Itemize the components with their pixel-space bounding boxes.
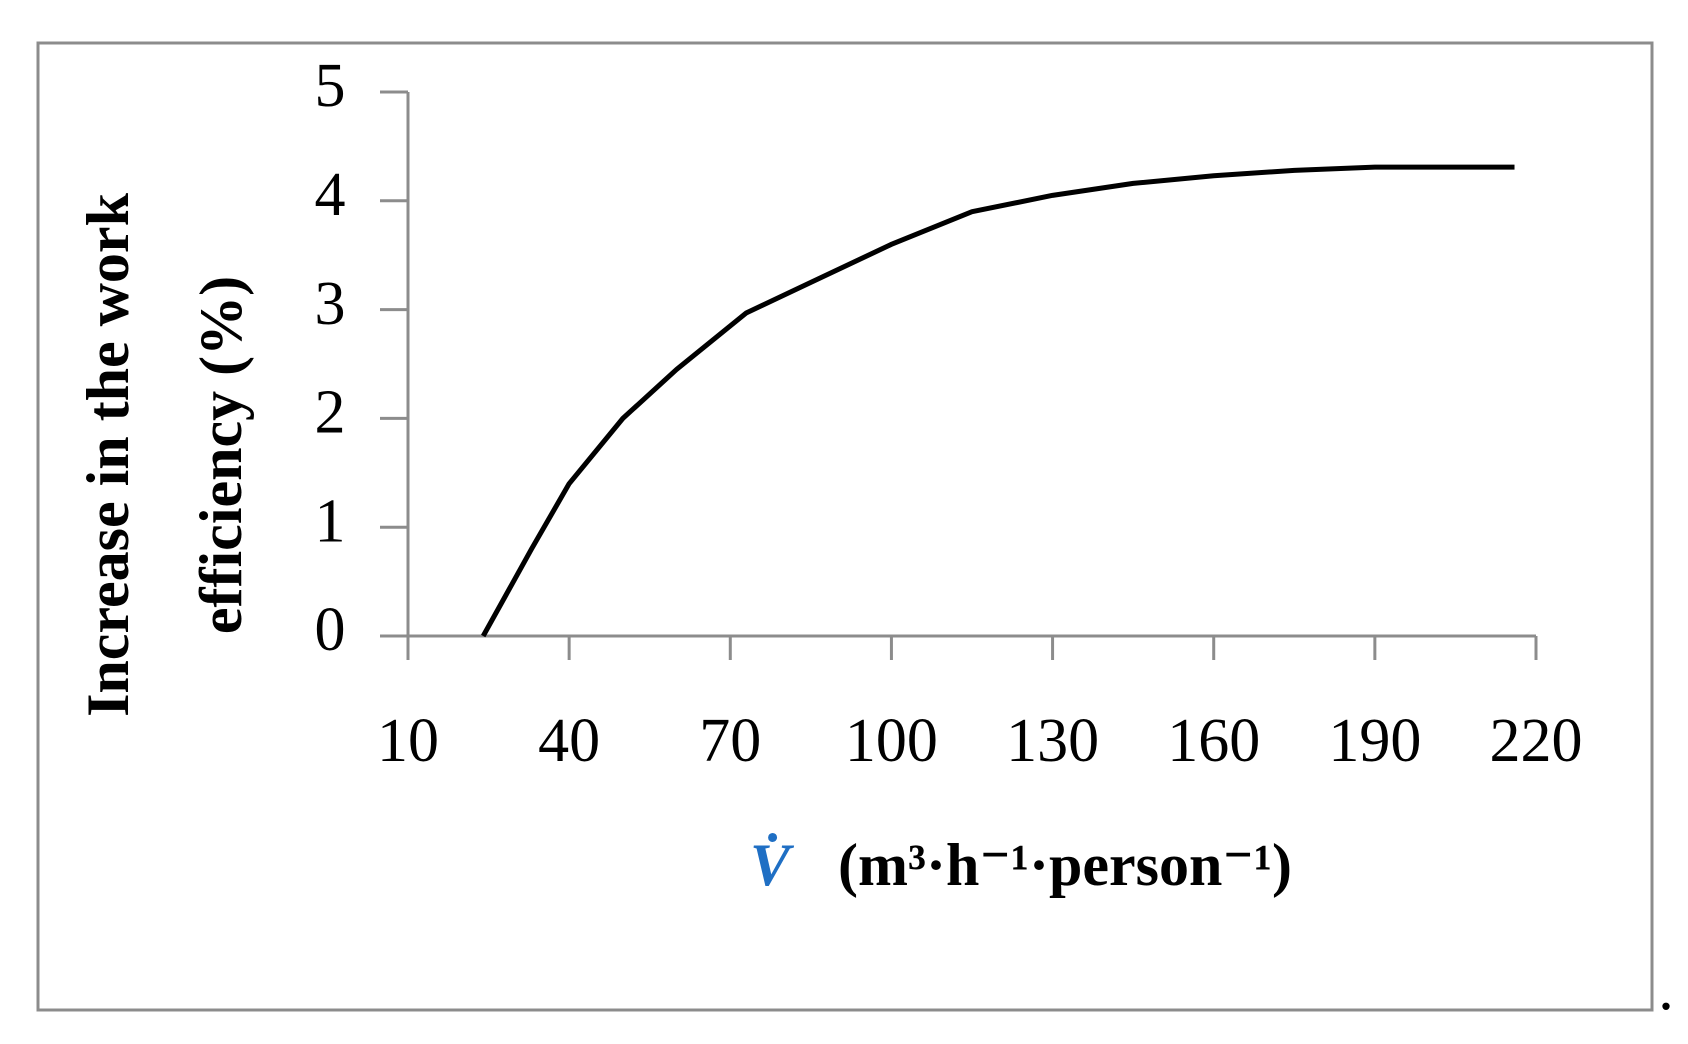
x-tick-label: 220 (1490, 707, 1583, 775)
y-tick-label: 1 (315, 487, 346, 555)
x-symbol: V̇ (750, 832, 795, 898)
y-tick-label: 2 (315, 379, 346, 447)
y-tick-label: 5 (315, 52, 346, 120)
x-tick-label: 190 (1328, 707, 1421, 775)
trailing-text: . (1658, 955, 1674, 1023)
x-tick-label: 130 (1006, 707, 1099, 775)
y-axis-label: Increase in the work efficiency (%) (75, 192, 254, 716)
y-tick-label: 0 (315, 596, 346, 664)
x-tick-label: 10 (377, 707, 439, 775)
y-label-line: efficiency (%) (188, 276, 254, 634)
x-tick-label: 40 (538, 707, 600, 775)
line (481, 164, 1515, 638)
frame (36, 41, 1654, 1012)
x-tick-label: 100 (845, 707, 938, 775)
y-tick-label: 4 (315, 161, 346, 229)
x-tick-label: 160 (1167, 707, 1260, 775)
x-tick-label: 70 (699, 707, 761, 775)
y-label-line: Increase in the work (75, 192, 141, 716)
x-axis-label: (m³·h⁻¹·person⁻¹) (838, 832, 1292, 898)
y-tick-label: 3 (315, 270, 346, 338)
